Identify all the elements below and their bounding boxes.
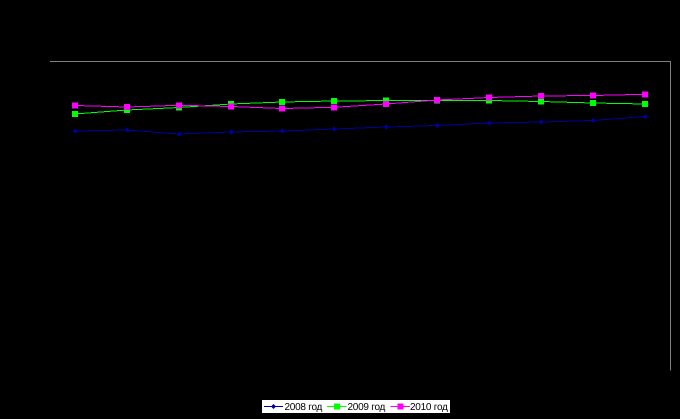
svg-text:2009 год: 2009 год — [348, 402, 386, 413]
svg-text:2010 год: 2010 год — [410, 402, 448, 413]
svg-text:2008 год: 2008 год — [285, 402, 323, 413]
